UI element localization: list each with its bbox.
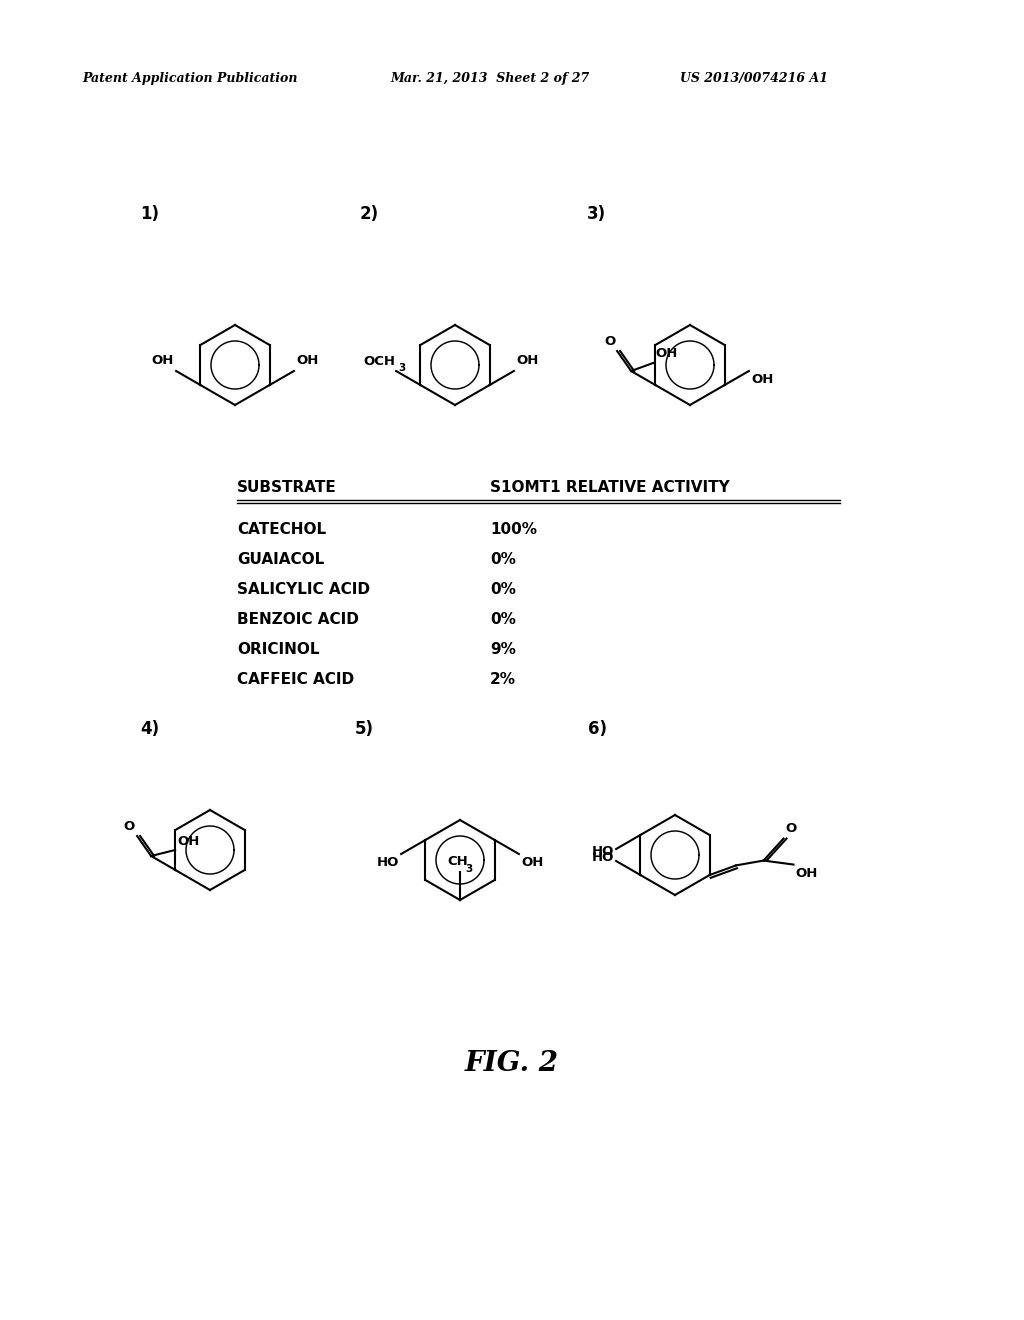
Text: OH: OH — [521, 855, 544, 869]
Text: OCH: OCH — [364, 355, 395, 368]
Text: OH: OH — [177, 836, 200, 847]
Text: OH: OH — [796, 866, 818, 879]
Text: S1OMT1 RELATIVE ACTIVITY: S1OMT1 RELATIVE ACTIVITY — [490, 480, 730, 495]
Text: GUAIACOL: GUAIACOL — [237, 552, 325, 568]
Text: OH: OH — [516, 354, 539, 367]
Text: 100%: 100% — [490, 521, 537, 537]
Text: 6): 6) — [588, 719, 607, 738]
Text: 2): 2) — [360, 205, 379, 223]
Text: CH: CH — [447, 855, 468, 869]
Text: 3: 3 — [465, 865, 473, 874]
Text: OH: OH — [152, 354, 174, 367]
Text: 3): 3) — [587, 205, 606, 223]
Text: O: O — [785, 821, 797, 834]
Text: HO: HO — [377, 855, 399, 869]
Text: 0%: 0% — [490, 612, 516, 627]
Text: 9%: 9% — [490, 642, 516, 657]
Text: Patent Application Publication: Patent Application Publication — [82, 73, 298, 84]
Text: HO: HO — [592, 845, 614, 858]
Text: 0%: 0% — [490, 582, 516, 597]
Text: BENZOIC ACID: BENZOIC ACID — [237, 612, 358, 627]
Text: ORICINOL: ORICINOL — [237, 642, 319, 657]
Text: Mar. 21, 2013  Sheet 2 of 27: Mar. 21, 2013 Sheet 2 of 27 — [390, 73, 589, 84]
Text: CATECHOL: CATECHOL — [237, 521, 326, 537]
Text: 5): 5) — [355, 719, 374, 738]
Text: 4): 4) — [140, 719, 159, 738]
Text: O: O — [605, 335, 616, 348]
Text: O: O — [124, 820, 135, 833]
Text: 0%: 0% — [490, 552, 516, 568]
Text: 1): 1) — [140, 205, 159, 223]
Text: SALICYLIC ACID: SALICYLIC ACID — [237, 582, 370, 597]
Text: OH: OH — [296, 354, 318, 367]
Text: 3: 3 — [398, 363, 406, 374]
Text: OH: OH — [655, 347, 678, 360]
Text: CAFFEIC ACID: CAFFEIC ACID — [237, 672, 354, 686]
Text: SUBSTRATE: SUBSTRATE — [237, 480, 337, 495]
Text: OH: OH — [751, 374, 773, 385]
Text: US 2013/0074216 A1: US 2013/0074216 A1 — [680, 73, 828, 84]
Text: 2%: 2% — [490, 672, 516, 686]
Text: FIG. 2: FIG. 2 — [465, 1049, 559, 1077]
Text: HO: HO — [592, 851, 614, 865]
